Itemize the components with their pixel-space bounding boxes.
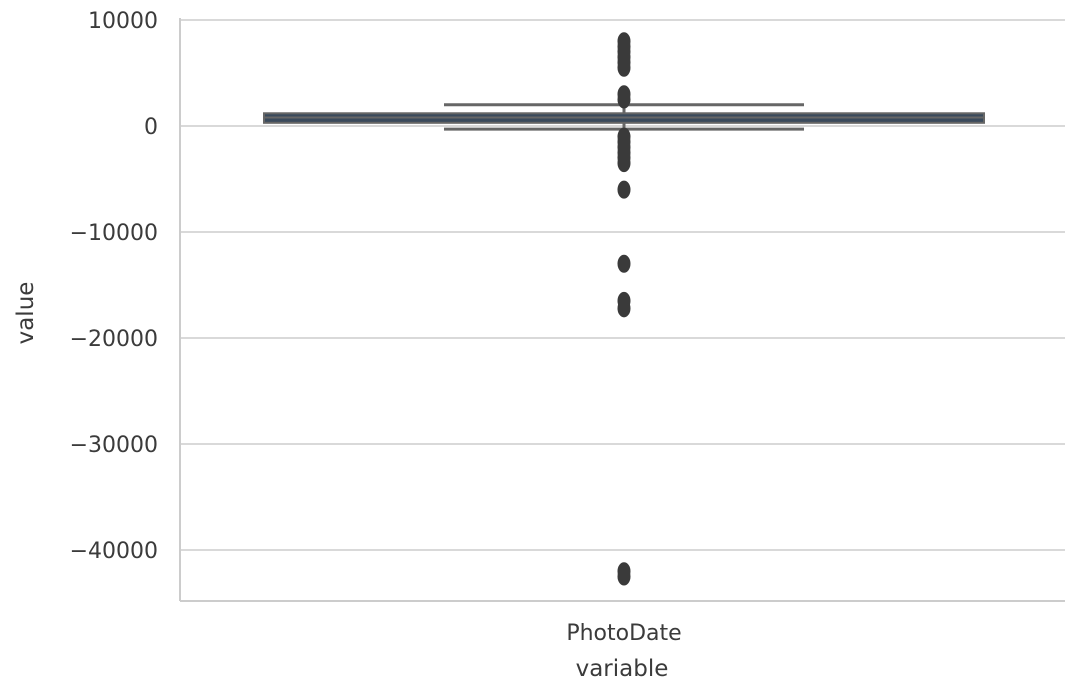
y-tick-label: −20000 [70,327,158,352]
outlier-points [617,32,631,586]
outlier-point [617,180,631,199]
x-axis-title: variable [576,656,669,682]
outlier-point [617,567,631,586]
y-tick-label: 10000 [88,9,158,34]
box-layer [263,103,985,131]
outlier-point [617,154,631,173]
y-tick-label: −40000 [70,539,158,564]
grid-lines [180,19,1065,551]
x-tick-labels: PhotoDate [566,621,681,646]
axes-spines [179,18,1065,602]
outlier-point [617,58,631,77]
y-axis-title: value [13,282,39,345]
y-tick-label: −30000 [70,433,158,458]
y-tick-labels: 10000 0 −10000 −20000 −30000 −40000 [70,9,158,564]
y-tick-label: 0 [144,115,158,140]
outlier-point [617,90,631,109]
outlier-point [617,299,631,318]
x-tick-label: PhotoDate [566,621,681,646]
y-tick-label: −10000 [70,221,158,246]
outlier-point [617,254,631,273]
